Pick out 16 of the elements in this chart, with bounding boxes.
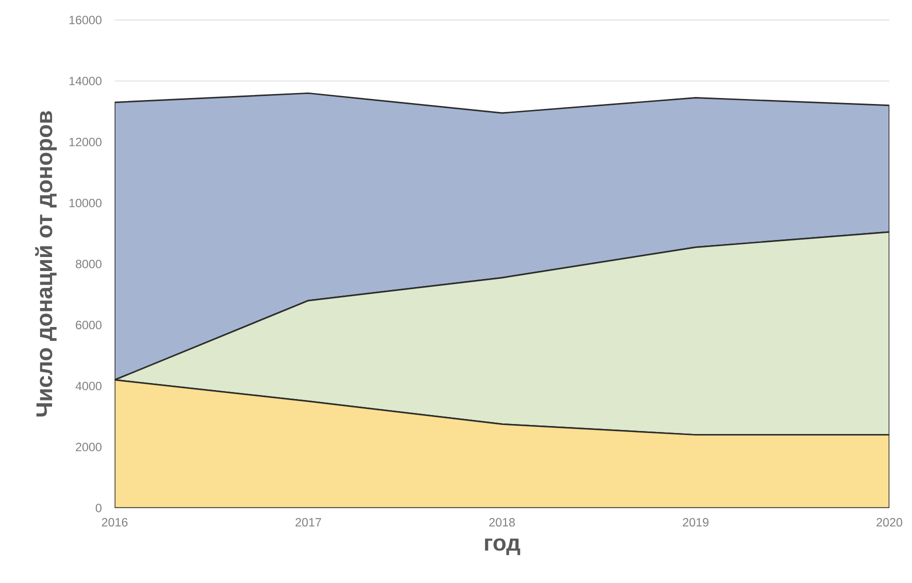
x-axis-title: год [485, 538, 520, 556]
x-tick-label: 2016 [102, 518, 128, 527]
y-tick-label: 16000 [70, 16, 102, 24]
y-tick-label: 14000 [70, 76, 102, 86]
x-tick-label: 2017 [296, 518, 322, 527]
y-tick-label: 6000 [76, 320, 102, 330]
y-axis-title: Число донаций от доноров [35, 111, 57, 417]
y-tick-label: 10000 [70, 198, 102, 208]
y-tick-label: 0 [96, 504, 102, 512]
y-tick-label: 12000 [70, 138, 102, 146]
y-tick-label: 8000 [76, 260, 102, 268]
x-tick-label: 2019 [682, 518, 708, 527]
x-tick-label: 2020 [876, 518, 902, 527]
y-tick-label: 2000 [76, 442, 102, 452]
y-tick-label: 4000 [76, 382, 102, 390]
x-tick-label: 2018 [489, 518, 515, 527]
